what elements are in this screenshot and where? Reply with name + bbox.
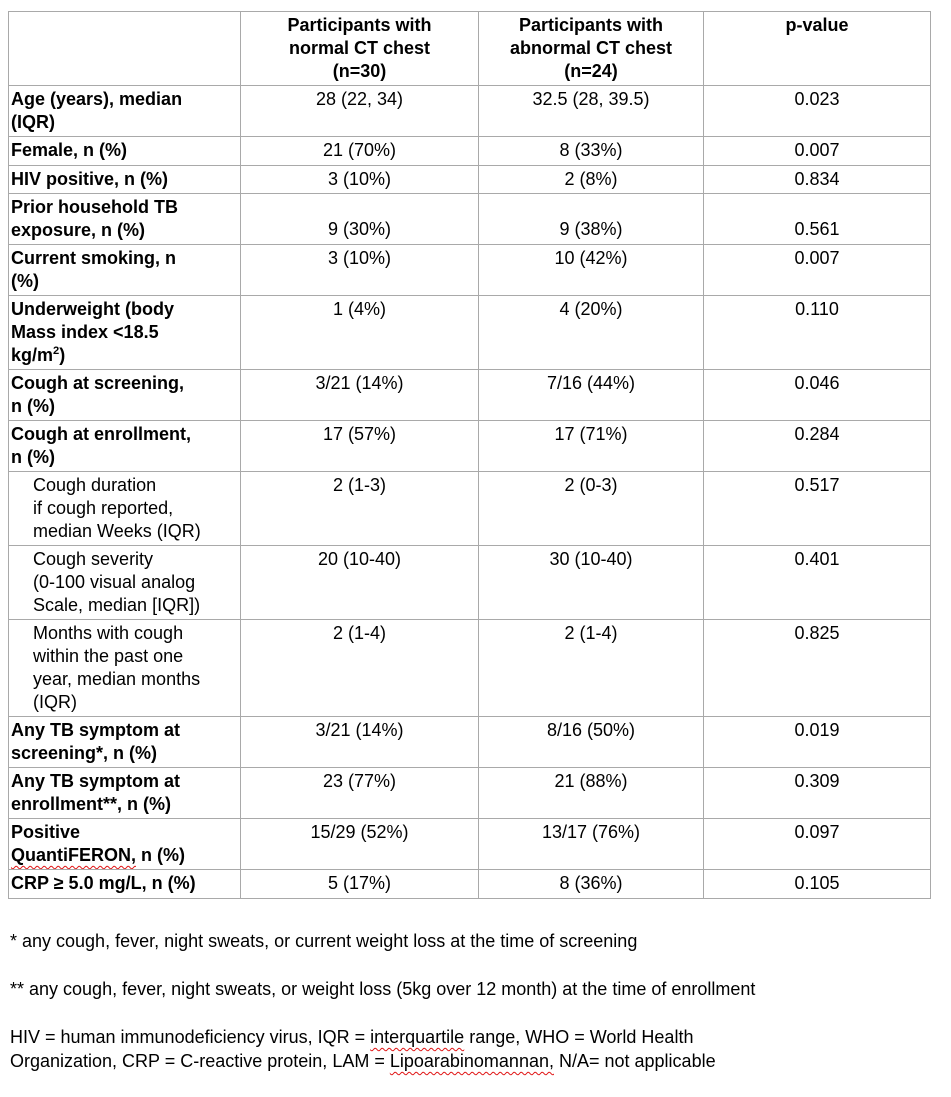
abbrev-text: HIV = human immunodeficiency virus, IQR … [10,1027,371,1047]
value-normal-ct: 3/21 (14%) [240,716,479,768]
p-value: 0.825 [703,619,931,717]
p-value: 0.046 [703,369,931,421]
table-header-row: Participants with normal CT chest (n=30)… [8,11,931,86]
row-label: Female, n (%) [8,136,241,166]
value-abnormal-ct: 2 (0-3) [478,471,704,546]
superscript-2: 2 [53,345,60,357]
row-current-smoking: Current smoking, n (%) 3 (10%) 10 (42%) … [8,244,931,296]
value-normal-ct: 3/21 (14%) [240,369,479,421]
value-normal-ct: 15/29 (52%) [240,818,479,870]
row-label: Age (years), median (IQR) [8,85,241,137]
value-normal-ct: 1 (4%) [240,295,479,370]
row-cough-screening: Cough at screening, n (%) 3/21 (14%) 7/1… [8,369,931,421]
header-normal-ct: Participants with normal CT chest (n=30) [240,11,479,86]
value-normal-ct: 2 (1-3) [240,471,479,546]
value-abnormal-ct: 8 (36%) [478,869,704,899]
value-normal-ct: 21 (70%) [240,136,479,166]
misspelled-word: Lipoarabinomannan, [389,1051,554,1071]
row-tb-symptom-enrollment: Any TB symptom at enrollment**, n (%) 23… [8,767,931,819]
footnotes: * any cough, fever, night sweats, or cur… [8,905,950,1097]
value-abnormal-ct: 9 (38%) [478,193,704,245]
row-female: Female, n (%) 21 (70%) 8 (33%) 0.007 [8,136,931,166]
characteristics-table: Participants with normal CT chest (n=30)… [8,11,931,899]
row-hiv-positive: HIV positive, n (%) 3 (10%) 2 (8%) 0.834 [8,165,931,194]
row-age: Age (years), median (IQR) 28 (22, 34) 32… [8,85,931,137]
p-value: 0.007 [703,136,931,166]
footnote-abbreviations: HIV = human immunodeficiency virus, IQR … [10,1025,950,1073]
value-normal-ct: 3 (10%) [240,165,479,194]
value-abnormal-ct: 2 (8%) [478,165,704,194]
value-abnormal-ct: 7/16 (44%) [478,369,704,421]
row-label: Cough duration if cough reported, median… [8,471,241,546]
value-normal-ct: 9 (30%) [240,193,479,245]
row-label: Any TB symptom at enrollment**, n (%) [8,767,241,819]
p-value: 0.023 [703,85,931,137]
row-label: Cough at screening, n (%) [8,369,241,421]
p-value: 0.284 [703,420,931,472]
header-empty-cell [8,11,241,86]
value-abnormal-ct: 17 (71%) [478,420,704,472]
header-p-value: p-value [703,11,931,86]
value-abnormal-ct: 4 (20%) [478,295,704,370]
row-cough-enrollment: Cough at enrollment, n (%) 17 (57%) 17 (… [8,420,931,472]
p-value: 0.110 [703,295,931,370]
row-cough-duration: Cough duration if cough reported, median… [8,471,931,546]
value-normal-ct: 5 (17%) [240,869,479,899]
p-value: 0.309 [703,767,931,819]
p-value: 0.097 [703,818,931,870]
row-quantiferon: Positive QuantiFERON, n (%) 15/29 (52%) … [8,818,931,870]
row-label: Months with cough within the past one ye… [8,619,241,717]
p-value: 0.019 [703,716,931,768]
value-normal-ct: 2 (1-4) [240,619,479,717]
label-text: n (%) [136,845,185,865]
value-normal-ct: 3 (10%) [240,244,479,296]
p-value: 0.561 [703,193,931,245]
row-crp: CRP ≥ 5.0 mg/L, n (%) 5 (17%) 8 (36%) 0.… [8,869,931,899]
row-prior-tb-exposure: Prior household TB exposure, n (%) 9 (30… [8,193,931,245]
row-cough-severity: Cough severity (0-100 visual analog Scal… [8,545,931,620]
misspelled-word: interquartile [370,1027,465,1047]
row-underweight: Underweight (body Mass index <18.5 kg/m2… [8,295,931,370]
footnote-screening-symptoms: * any cough, fever, night sweats, or cur… [10,931,638,951]
value-abnormal-ct: 8/16 (50%) [478,716,704,768]
row-label: HIV positive, n (%) [8,165,241,194]
row-label: CRP ≥ 5.0 mg/L, n (%) [8,869,241,899]
value-normal-ct: 20 (10-40) [240,545,479,620]
row-months-with-cough: Months with cough within the past one ye… [8,619,931,717]
value-abnormal-ct: 10 (42%) [478,244,704,296]
p-value: 0.105 [703,869,931,899]
label-text: Underweight (body Mass index <18.5 kg/m [11,299,174,365]
value-normal-ct: 23 (77%) [240,767,479,819]
value-abnormal-ct: 21 (88%) [478,767,704,819]
row-label: Positive QuantiFERON, n (%) [8,818,241,870]
label-text: Positive [11,822,81,842]
row-tb-symptom-screening: Any TB symptom at screening*, n (%) 3/21… [8,716,931,768]
row-label: Any TB symptom at screening*, n (%) [8,716,241,768]
value-abnormal-ct: 32.5 (28, 39.5) [478,85,704,137]
p-value: 0.834 [703,165,931,194]
p-value: 0.517 [703,471,931,546]
row-label: Current smoking, n (%) [8,244,241,296]
row-label: Underweight (body Mass index <18.5 kg/m2… [8,295,241,370]
value-abnormal-ct: 2 (1-4) [478,619,704,717]
misspelled-word: QuantiFERON, [11,845,136,865]
value-abnormal-ct: 30 (10-40) [478,545,704,620]
value-normal-ct: 28 (22, 34) [240,85,479,137]
header-abnormal-ct: Participants with abnormal CT chest (n=2… [478,11,704,86]
value-normal-ct: 17 (57%) [240,420,479,472]
row-label: Cough at enrollment, n (%) [8,420,241,472]
footnote-enrollment-symptoms: ** any cough, fever, night sweats, or we… [10,979,756,999]
label-text: ) [59,345,66,365]
value-abnormal-ct: 13/17 (76%) [478,818,704,870]
row-label: Cough severity (0-100 visual analog Scal… [8,545,241,620]
row-label: Prior household TB exposure, n (%) [8,193,241,245]
value-abnormal-ct: 8 (33%) [478,136,704,166]
abbrev-text: N/A= not applicable [553,1051,716,1071]
p-value: 0.007 [703,244,931,296]
p-value: 0.401 [703,545,931,620]
